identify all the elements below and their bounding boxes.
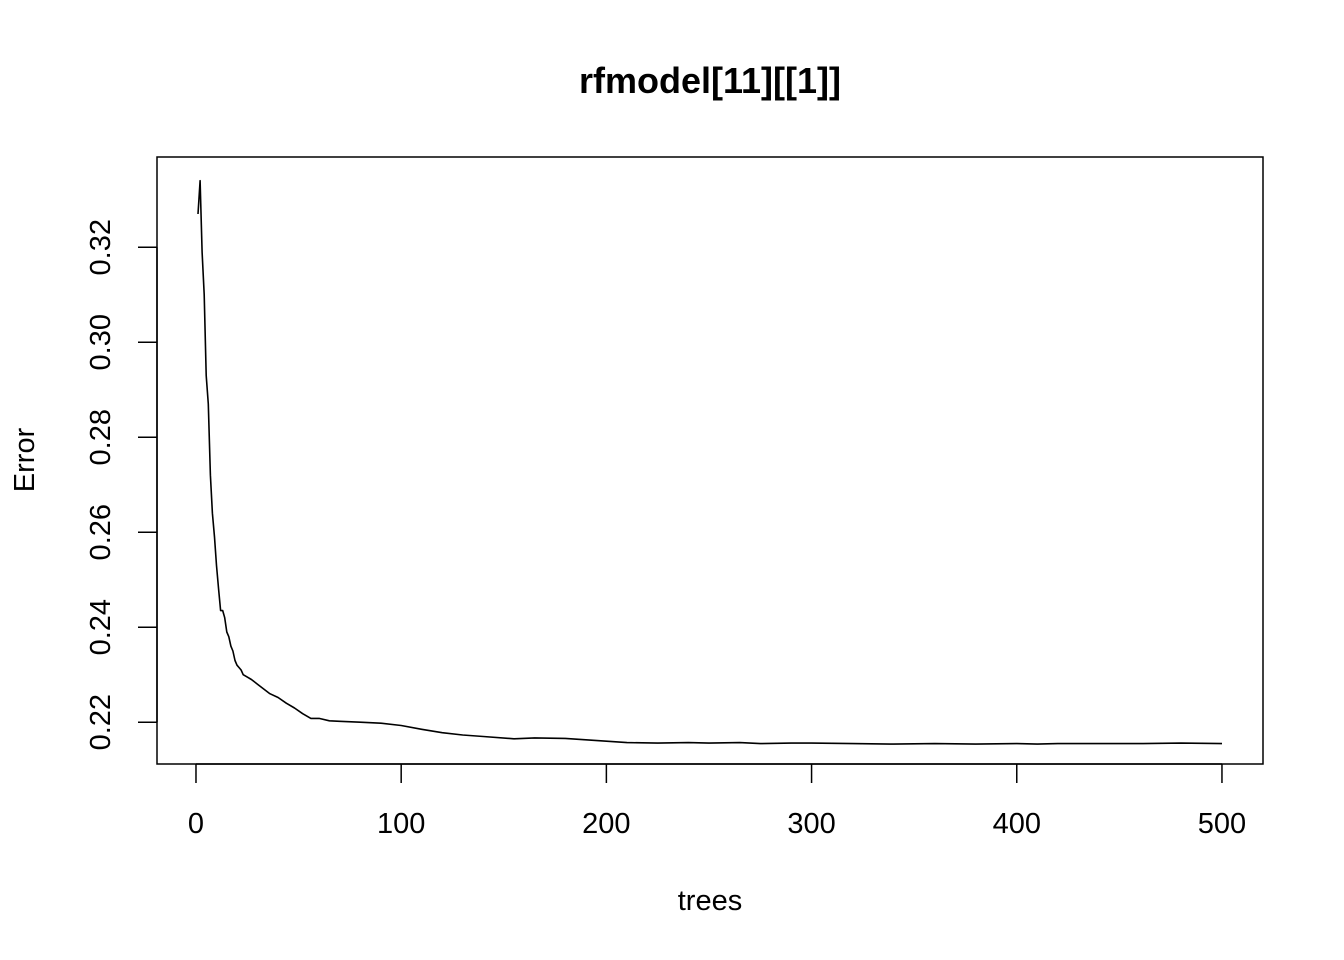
x-tick-label: 400 — [993, 808, 1041, 840]
y-tick-label: 0.24 — [85, 599, 117, 655]
x-tick-label: 0 — [188, 808, 204, 840]
x-tick-label: 500 — [1198, 808, 1246, 840]
x-axis-label: trees — [678, 885, 742, 917]
y-tick-label: 0.28 — [85, 409, 117, 465]
y-tick-label: 0.26 — [85, 504, 117, 560]
y-tick-label: 0.32 — [85, 219, 117, 275]
y-axis-label: Error — [9, 427, 41, 492]
y-tick-label: 0.22 — [85, 694, 117, 750]
y-axis: 0.22 0.24 0.26 0.28 0.30 0.32 — [85, 219, 158, 750]
chart-title: rfmodel[11][[1]] — [579, 60, 841, 101]
y-tick-label: 0.30 — [85, 314, 117, 370]
x-tick-label: 100 — [377, 808, 425, 840]
x-tick-label: 200 — [582, 808, 630, 840]
x-tick-label: 300 — [787, 808, 835, 840]
error-line — [197, 179, 1223, 745]
x-axis: 0 100 200 300 400 500 — [188, 763, 1246, 840]
plot-frame — [156, 156, 1264, 765]
